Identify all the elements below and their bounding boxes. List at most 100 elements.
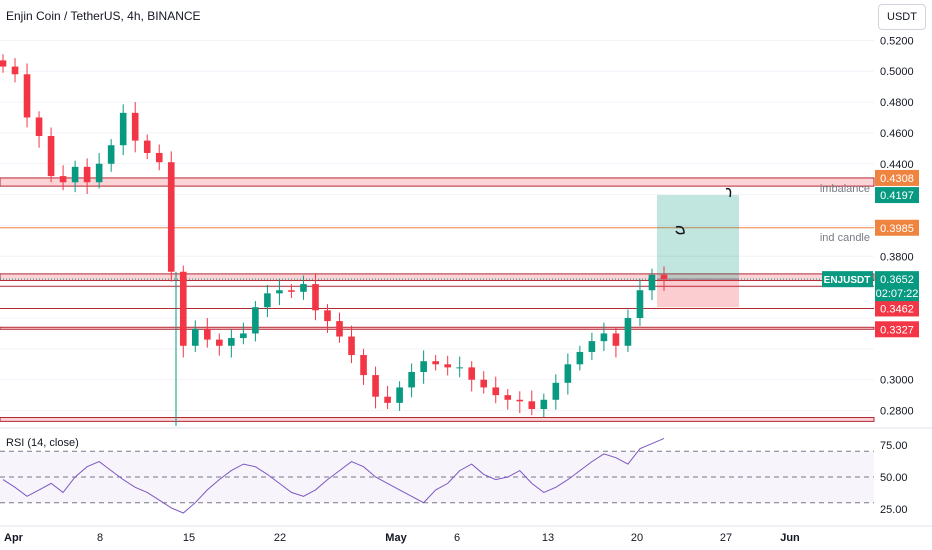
candle-body xyxy=(155,152,163,163)
current-price-badge xyxy=(875,271,919,302)
candle-body xyxy=(624,318,632,346)
level-badge xyxy=(875,300,919,317)
candle-body xyxy=(372,375,379,397)
rsi-y-tick-label: 25.00 xyxy=(880,504,908,516)
candle-body xyxy=(83,166,91,183)
candle-body xyxy=(240,333,247,339)
candle-body xyxy=(408,372,415,388)
y-tick-label: 0.3800 xyxy=(880,251,914,263)
x-tick-label: May xyxy=(385,532,407,544)
candle-body xyxy=(204,328,211,340)
symbol-badge-label: ENJUSDT xyxy=(824,275,871,286)
annotation-imbalance: imbalance xyxy=(820,183,870,195)
zone-0 xyxy=(0,177,875,187)
level-badge xyxy=(875,169,919,186)
candle-body xyxy=(119,112,127,146)
x-tick-label: 22 xyxy=(274,532,286,544)
candle-body xyxy=(600,333,608,342)
rsi-band-fill xyxy=(0,451,874,503)
y-tick-label: 0.3000 xyxy=(880,375,914,387)
candle-body xyxy=(11,66,19,75)
candle-body xyxy=(71,166,79,183)
position-target-zone xyxy=(657,195,739,280)
candle-body xyxy=(191,328,199,346)
candle-body xyxy=(276,290,283,294)
x-tick-label: 27 xyxy=(720,532,732,544)
candle-body xyxy=(95,163,103,183)
x-tick-label: 6 xyxy=(454,532,460,544)
chart-title: Enjin Coin / TetherUS, 4h, BINANCE xyxy=(6,9,201,23)
candle-body xyxy=(492,387,500,396)
candle-body xyxy=(480,379,488,388)
level-badge xyxy=(875,321,919,338)
rsi-line xyxy=(2,437,665,514)
candle-body xyxy=(107,145,115,164)
label-layer: imbalance ind candle RSI (14, close) xyxy=(6,183,870,449)
candle-body xyxy=(468,367,476,380)
annotation-ind-candle: ind candle xyxy=(820,232,870,244)
x-tick-label: 20 xyxy=(631,532,643,544)
current-price-value: 0.3652 xyxy=(880,274,914,286)
x-tick-label: Jun xyxy=(780,532,800,544)
candle-body xyxy=(396,387,403,403)
candle-body xyxy=(528,401,536,410)
candle-body xyxy=(420,361,427,373)
symbol-badge xyxy=(822,271,873,288)
level-badge-label: 0.4197 xyxy=(880,190,914,202)
candle-body xyxy=(264,293,271,308)
zone-1 xyxy=(0,273,875,282)
candle-body xyxy=(552,382,560,400)
candle-body xyxy=(35,117,43,136)
candle-body xyxy=(47,135,55,177)
level-badge xyxy=(875,219,919,236)
y-tick-label: 0.4400 xyxy=(880,159,914,171)
candle-body xyxy=(648,274,656,291)
candle-body xyxy=(252,307,259,334)
candle-body xyxy=(23,74,31,118)
candle-body xyxy=(660,274,668,280)
x-tick-label: 8 xyxy=(97,532,103,544)
annotation-mark-2 xyxy=(675,225,685,235)
candle-body xyxy=(167,162,175,272)
candle-body xyxy=(516,399,524,402)
zone-2 xyxy=(0,326,875,330)
y-tick-label: 0.4800 xyxy=(880,97,914,109)
candle-body xyxy=(636,290,644,319)
candle-body xyxy=(336,321,343,337)
rsi-y-tick-label: 75.00 xyxy=(880,440,908,452)
annotation-mark-1 xyxy=(725,187,732,198)
candle-body xyxy=(540,399,548,410)
x-tick-label: 15 xyxy=(183,532,195,544)
candle-body xyxy=(348,336,355,356)
rsi-title: RSI (14, close) xyxy=(6,437,79,449)
level-badge xyxy=(875,187,919,204)
main-pane xyxy=(0,39,875,426)
candle-body xyxy=(312,284,319,311)
y-tick-label: 0.5000 xyxy=(880,66,914,78)
candle-body xyxy=(432,361,439,365)
level-badge-label: 0.3985 xyxy=(880,223,914,235)
candle-body xyxy=(216,339,223,346)
y-tick-label: 0.2800 xyxy=(880,406,914,418)
candle-body xyxy=(564,364,572,383)
candle-body xyxy=(576,351,584,365)
rsi-y-tick-label: 50.00 xyxy=(880,472,908,484)
currency-button[interactable]: USDT xyxy=(878,4,926,30)
candle-body xyxy=(131,112,139,141)
position-stop-zone xyxy=(657,279,739,308)
y-tick-label: 0.5200 xyxy=(880,35,914,47)
candle-body xyxy=(300,284,307,292)
x-tick-label: 13 xyxy=(542,532,554,544)
level-badge-label: 0.4308 xyxy=(880,173,914,185)
candle-body xyxy=(59,176,67,183)
candle-body xyxy=(143,140,151,153)
current-price-countdown: 02:07:22 xyxy=(876,288,919,300)
level-badge-label: 0.3327 xyxy=(880,324,914,336)
candle-body xyxy=(612,333,620,346)
candle-body xyxy=(324,310,331,322)
candle-body xyxy=(456,367,463,369)
y-tick-label: 0.4600 xyxy=(880,128,914,140)
candle-body xyxy=(288,290,295,292)
